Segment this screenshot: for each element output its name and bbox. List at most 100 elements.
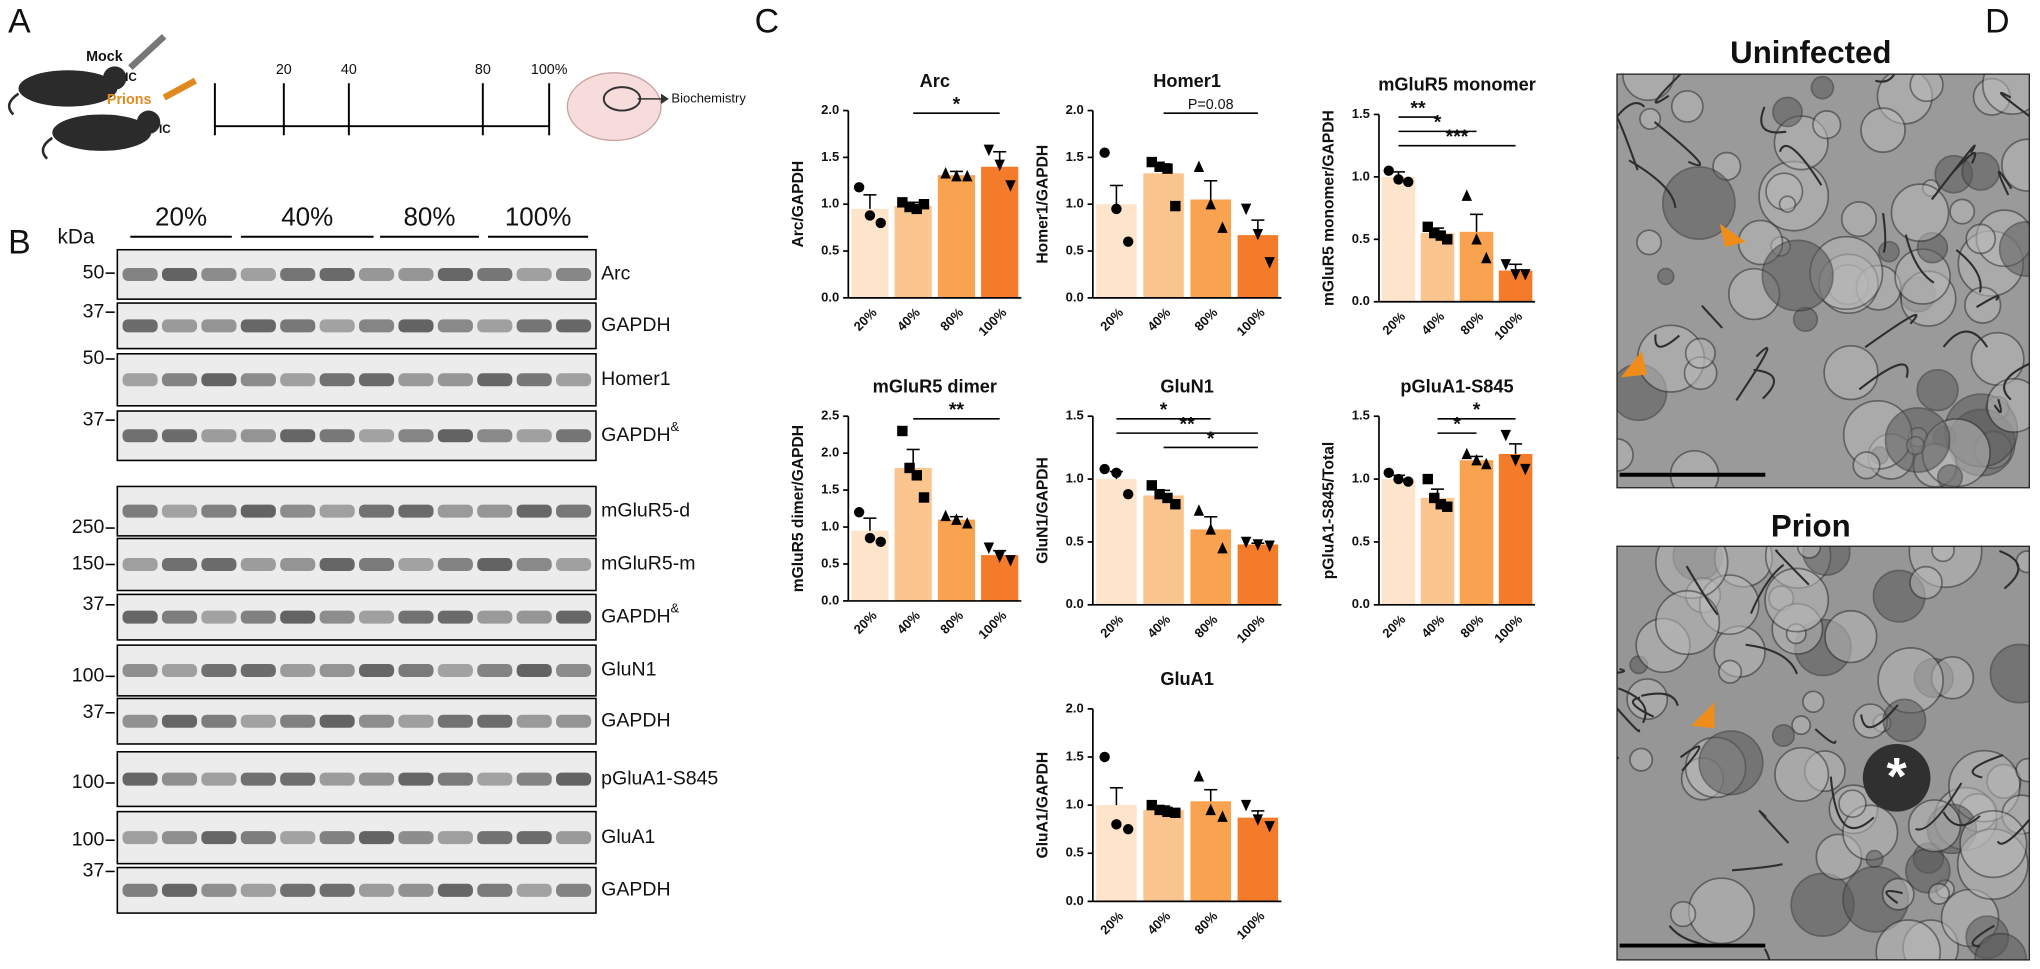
band xyxy=(358,883,395,897)
membrane xyxy=(1778,145,1823,186)
route-label: IC xyxy=(125,71,137,84)
membrane xyxy=(1670,89,1704,123)
band xyxy=(161,883,198,897)
band xyxy=(556,267,592,281)
membrane xyxy=(1745,643,1798,675)
band xyxy=(437,373,473,387)
y-tick-label: 2.0 xyxy=(821,102,839,117)
marker-label: 37 xyxy=(83,701,105,723)
membrane xyxy=(1989,643,2030,704)
band xyxy=(556,663,592,677)
band xyxy=(556,831,592,845)
data-point xyxy=(1162,806,1173,818)
x-tick-label: 40% xyxy=(894,608,923,637)
data-point xyxy=(1481,457,1492,470)
data-point xyxy=(1240,799,1252,812)
data-point xyxy=(1510,455,1521,467)
y-tick-label: 1.0 xyxy=(821,196,839,211)
band xyxy=(477,772,513,786)
em-image xyxy=(1617,546,2030,960)
membrane xyxy=(1617,755,1619,760)
membrane xyxy=(2001,138,2030,192)
band xyxy=(398,883,434,897)
image-title: Uninfected xyxy=(1730,35,1891,70)
unit-label: kDa xyxy=(58,226,95,249)
membrane xyxy=(1685,565,1719,616)
asterisk: * xyxy=(1887,748,1908,806)
membrane xyxy=(1997,170,2013,196)
data-point xyxy=(1393,174,1404,185)
y-tick-label: 0.5 xyxy=(1066,845,1084,860)
membrane xyxy=(1865,849,1884,868)
band xyxy=(122,429,158,443)
band xyxy=(122,319,158,333)
x-tick-label: 100% xyxy=(1491,308,1525,342)
blot-label: mGluR5-m xyxy=(601,553,695,575)
image-frame xyxy=(1616,73,2030,489)
data-point xyxy=(1154,804,1165,816)
data-point xyxy=(1429,227,1440,239)
membrane xyxy=(1882,212,1887,253)
band xyxy=(398,319,434,333)
data-point xyxy=(994,551,1005,563)
y-tick-label: 1.5 xyxy=(1066,408,1084,423)
data-point xyxy=(1099,147,1110,158)
band xyxy=(201,610,237,624)
blot-label: mGluR5-d xyxy=(601,499,690,521)
significance-label: ** xyxy=(1180,413,1196,435)
band xyxy=(556,429,592,443)
band xyxy=(319,883,355,897)
band xyxy=(319,557,355,571)
band xyxy=(161,373,198,387)
band xyxy=(319,429,355,443)
band xyxy=(240,373,276,387)
band xyxy=(437,429,473,443)
data-point xyxy=(1383,165,1394,176)
data-point xyxy=(983,542,995,554)
data-point xyxy=(1252,228,1264,241)
y-tick-label: 1.5 xyxy=(1066,149,1084,164)
band xyxy=(437,883,473,897)
data-point xyxy=(1264,540,1275,552)
band xyxy=(201,267,237,281)
data-point xyxy=(1170,200,1181,212)
membrane xyxy=(1810,75,1835,100)
membrane xyxy=(1654,74,1683,104)
membrane xyxy=(1882,698,1927,743)
x-tick-label: 80% xyxy=(1457,611,1486,640)
bar xyxy=(1237,544,1279,605)
y-tick-label: 0.0 xyxy=(821,592,839,607)
bar xyxy=(1190,199,1231,298)
significance-label: * xyxy=(1434,112,1442,134)
y-tick-label: 1.5 xyxy=(821,482,839,497)
data-point xyxy=(1471,453,1482,466)
blot-frame xyxy=(116,697,597,745)
membrane xyxy=(1636,229,1663,256)
membrane xyxy=(1904,234,1935,284)
timeline-label: 80 xyxy=(475,62,491,78)
data-point xyxy=(1122,236,1134,247)
x-tick-label: 80% xyxy=(1457,308,1486,337)
data-point xyxy=(1122,823,1134,835)
band xyxy=(556,772,592,786)
band xyxy=(240,504,276,518)
data-point xyxy=(1422,473,1433,485)
membrane xyxy=(1974,932,2027,960)
band xyxy=(280,319,316,333)
brain-illustration xyxy=(566,72,669,142)
band xyxy=(437,714,473,728)
marker-label: 250 xyxy=(72,516,105,538)
y-tick-label: 0.0 xyxy=(821,289,839,304)
band xyxy=(556,714,592,728)
band xyxy=(437,610,473,624)
membrane xyxy=(1931,144,1976,201)
band xyxy=(477,610,513,624)
y-tick-label: 1.5 xyxy=(1352,408,1370,423)
band xyxy=(319,267,355,281)
data-point xyxy=(1217,221,1228,233)
membrane xyxy=(1878,240,1900,263)
membrane xyxy=(1931,546,1955,563)
group-label: 80% xyxy=(403,201,455,231)
y-tick-label: 2.0 xyxy=(1066,102,1084,117)
